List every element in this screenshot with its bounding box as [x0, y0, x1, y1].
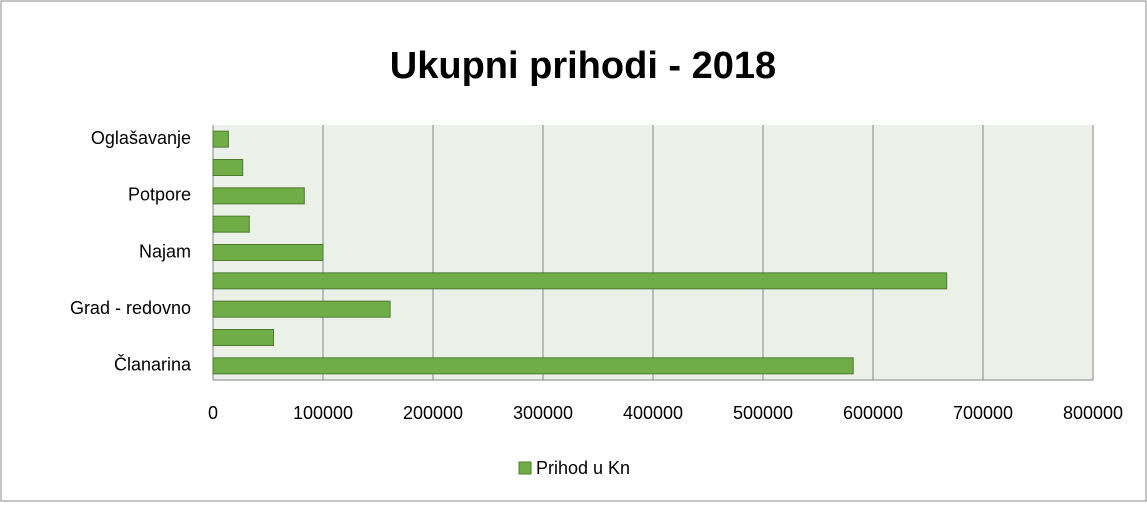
x-tick-label: 400000: [623, 403, 683, 423]
y-tick-label: Najam: [139, 241, 191, 261]
bar: [212, 187, 305, 205]
x-tick-label: 800000: [1063, 403, 1123, 423]
y-tick-label: Potpore: [128, 185, 191, 205]
legend-swatch: [518, 461, 532, 475]
bar: [212, 215, 250, 233]
bar: [212, 130, 229, 148]
x-tick-label: 600000: [843, 403, 903, 423]
y-tick-label: Članarina: [114, 354, 192, 375]
y-tick-label: Grad - redovno: [70, 298, 191, 318]
x-tick-label: 300000: [513, 403, 573, 423]
x-tick-label: 500000: [733, 403, 793, 423]
bar: [212, 329, 274, 346]
x-tick-label: 100000: [293, 403, 353, 423]
legend-label: Prihod u Kn: [536, 458, 630, 478]
bar: [212, 357, 854, 375]
bar: [212, 159, 244, 176]
bar: [212, 244, 324, 261]
x-tick-label: 0: [208, 403, 218, 423]
bar: [212, 272, 948, 290]
y-tick-label: Oglašavanje: [91, 128, 191, 148]
bar: [212, 300, 391, 318]
x-tick-label: 200000: [403, 403, 463, 423]
x-tick-label: 700000: [953, 403, 1013, 423]
chart-title: Ukupni prihodi - 2018: [390, 45, 776, 87]
